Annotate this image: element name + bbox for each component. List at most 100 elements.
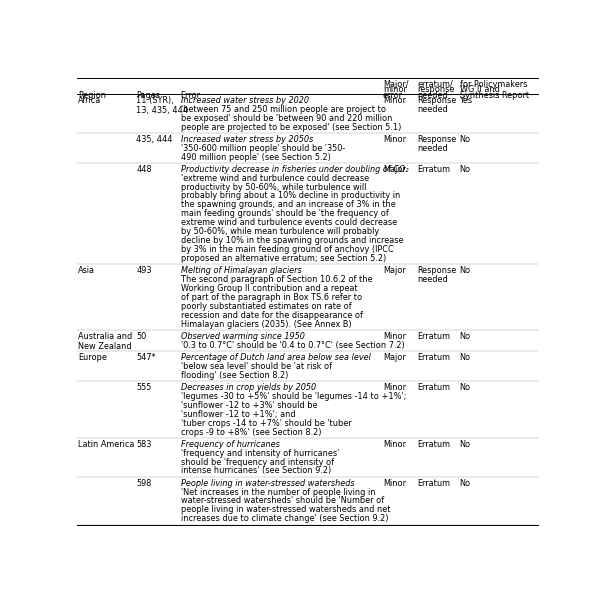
Text: Synthesis Report: Synthesis Report	[460, 91, 529, 99]
Text: response: response	[418, 85, 455, 94]
Text: poorly substantiated estimates on rate of: poorly substantiated estimates on rate o…	[181, 302, 351, 311]
Text: No: No	[460, 383, 470, 392]
Text: 'sunflower -12 to +3%' should be: 'sunflower -12 to +3%' should be	[181, 401, 317, 410]
Text: 'between 75 and 250 million people are project to: 'between 75 and 250 million people are p…	[181, 105, 386, 114]
Text: No: No	[460, 134, 470, 144]
Text: error: error	[383, 91, 403, 99]
Text: Decreases in crop yields by 2050: Decreases in crop yields by 2050	[181, 383, 316, 392]
Text: 583: 583	[136, 440, 152, 449]
Text: Australia and
New Zealand: Australia and New Zealand	[78, 332, 133, 351]
Text: Erratum: Erratum	[418, 478, 451, 488]
Text: Latin America: Latin America	[78, 440, 134, 449]
Text: 547*: 547*	[136, 353, 156, 362]
Text: needed: needed	[418, 91, 448, 99]
Text: 'extreme wind and turbulence could decrease: 'extreme wind and turbulence could decre…	[181, 173, 368, 182]
Text: Minor: Minor	[383, 383, 406, 392]
Text: 'Net increases in the number of people living in: 'Net increases in the number of people l…	[181, 487, 375, 497]
Text: Erratum: Erratum	[418, 383, 451, 392]
Text: 'tuber crops -14 to +7%' should be 'tuber: 'tuber crops -14 to +7%' should be 'tube…	[181, 419, 351, 427]
Text: crops -9 to +8%' (see Section 8.2): crops -9 to +8%' (see Section 8.2)	[181, 427, 321, 436]
Text: for Policymakers: for Policymakers	[460, 80, 527, 89]
Text: the spawning grounds, and an increase of 3% in the: the spawning grounds, and an increase of…	[181, 200, 395, 210]
Text: Europe: Europe	[78, 353, 107, 362]
Text: by 50-60%, while mean turbulence will probably: by 50-60%, while mean turbulence will pr…	[181, 227, 379, 236]
Text: Minor: Minor	[383, 332, 406, 341]
Text: No: No	[460, 440, 470, 449]
Text: by 3% in the main feeding ground of anchovy (IPCC: by 3% in the main feeding ground of anch…	[181, 245, 394, 254]
Text: Minor: Minor	[383, 440, 406, 449]
Text: Response: Response	[418, 134, 457, 144]
Text: Pages: Pages	[136, 91, 160, 99]
Text: needed: needed	[418, 275, 448, 284]
Text: Major: Major	[383, 266, 406, 275]
Text: Error: Error	[181, 91, 200, 99]
Text: Percentage of Dutch land area below sea level: Percentage of Dutch land area below sea …	[181, 353, 370, 362]
Text: erratum/: erratum/	[418, 80, 454, 89]
Text: decline by 10% in the spawning grounds and increase: decline by 10% in the spawning grounds a…	[181, 236, 403, 245]
Text: Minor: Minor	[383, 478, 406, 488]
Text: Himalayan glaciers (2035). (See Annex B): Himalayan glaciers (2035). (See Annex B)	[181, 320, 351, 329]
Text: people are projected to be exposed' (see Section 5.1): people are projected to be exposed' (see…	[181, 123, 401, 131]
Text: Response: Response	[418, 266, 457, 275]
Text: Increased water stress by 2020: Increased water stress by 2020	[181, 96, 308, 105]
Text: needed: needed	[418, 105, 448, 114]
Text: Erratum: Erratum	[418, 332, 451, 341]
Text: 493: 493	[136, 266, 152, 275]
Text: of part of the paragraph in Box TS.6 refer to: of part of the paragraph in Box TS.6 ref…	[181, 293, 362, 302]
Text: people living in water-stressed watersheds and net: people living in water-stressed watershe…	[181, 506, 390, 514]
Text: Frequency of hurricanes: Frequency of hurricanes	[181, 440, 280, 449]
Text: Increased water stress by 2050s: Increased water stress by 2050s	[181, 134, 313, 144]
Text: Major/: Major/	[383, 80, 409, 89]
Text: 50: 50	[136, 332, 146, 341]
Text: Major: Major	[383, 353, 406, 362]
Text: recession and date for the disappearance of: recession and date for the disappearance…	[181, 311, 362, 320]
Text: extreme wind and turbulence events could decrease: extreme wind and turbulence events could…	[181, 218, 397, 227]
Text: 11 (SYR),
13, 435, 444: 11 (SYR), 13, 435, 444	[136, 96, 188, 115]
Text: Erratum: Erratum	[418, 353, 451, 362]
Text: probably bring about a 10% decline in productivity in: probably bring about a 10% decline in pr…	[181, 191, 400, 201]
Text: increases due to climate change' (see Section 9.2): increases due to climate change' (see Se…	[181, 514, 388, 523]
Text: Asia: Asia	[78, 266, 95, 275]
Text: '350-600 million people' should be '350-: '350-600 million people' should be '350-	[181, 144, 345, 153]
Text: No: No	[460, 332, 470, 341]
Text: 598: 598	[136, 478, 152, 488]
Text: WG II and: WG II and	[460, 85, 499, 94]
Text: No: No	[460, 165, 470, 173]
Text: proposed an alternative erratum; see Section 5.2): proposed an alternative erratum; see Sec…	[181, 254, 386, 263]
Text: Minor: Minor	[383, 134, 406, 144]
Text: 448: 448	[136, 165, 152, 173]
Text: No: No	[460, 353, 470, 362]
Text: Productivity decrease in fisheries under doubling of CO₂: Productivity decrease in fisheries under…	[181, 165, 408, 173]
Text: be exposed' should be 'between 90 and 220 million: be exposed' should be 'between 90 and 22…	[181, 114, 392, 123]
Text: '0.3 to 0.7°C' should be '0.4 to 0.7°C' (see Section 7.2): '0.3 to 0.7°C' should be '0.4 to 0.7°C' …	[181, 341, 404, 350]
Text: 435, 444: 435, 444	[136, 134, 173, 144]
Text: Africa: Africa	[78, 96, 101, 105]
Text: 'legumes -30 to +5%' should be 'legumes -14 to +1%';: 'legumes -30 to +5%' should be 'legumes …	[181, 392, 406, 401]
Text: 490 million people' (see Section 5.2): 490 million people' (see Section 5.2)	[181, 153, 331, 162]
Text: needed: needed	[418, 144, 448, 153]
Text: 'frequency and intensity of hurricanes': 'frequency and intensity of hurricanes'	[181, 449, 339, 458]
Text: Response: Response	[418, 96, 457, 105]
Text: Erratum: Erratum	[418, 165, 451, 173]
Text: No: No	[460, 266, 470, 275]
Text: Working Group II contribution and a repeat: Working Group II contribution and a repe…	[181, 284, 357, 293]
Text: 'sunflower -12 to +1%'; and: 'sunflower -12 to +1%'; and	[181, 410, 295, 419]
Text: water-stressed watersheds' should be 'Number of: water-stressed watersheds' should be 'Nu…	[181, 497, 383, 506]
Text: Yes: Yes	[460, 96, 473, 105]
Text: 555: 555	[136, 383, 152, 392]
Text: Erratum: Erratum	[418, 440, 451, 449]
Text: Observed warming since 1950: Observed warming since 1950	[181, 332, 304, 341]
Text: Melting of Himalayan glaciers: Melting of Himalayan glaciers	[181, 266, 301, 275]
Text: No: No	[460, 478, 470, 488]
Text: People living in water-stressed watersheds: People living in water-stressed watershe…	[181, 478, 354, 488]
Text: Region: Region	[78, 91, 106, 99]
Text: main feeding grounds' should be 'the frequency of: main feeding grounds' should be 'the fre…	[181, 210, 388, 218]
Text: minor: minor	[383, 85, 407, 94]
Text: Major: Major	[383, 165, 406, 173]
Text: 'below sea level' should be 'at risk of: 'below sea level' should be 'at risk of	[181, 362, 332, 371]
Text: should be 'frequency and intensity of: should be 'frequency and intensity of	[181, 458, 334, 466]
Text: flooding' (see Section 8.2): flooding' (see Section 8.2)	[181, 371, 288, 379]
Text: The second paragraph of Section 10.6.2 of the: The second paragraph of Section 10.6.2 o…	[181, 275, 372, 284]
Text: intense hurricanes' (see Section 9.2): intense hurricanes' (see Section 9.2)	[181, 466, 331, 475]
Text: productivity by 50-60%, while turbulence will: productivity by 50-60%, while turbulence…	[181, 182, 366, 192]
